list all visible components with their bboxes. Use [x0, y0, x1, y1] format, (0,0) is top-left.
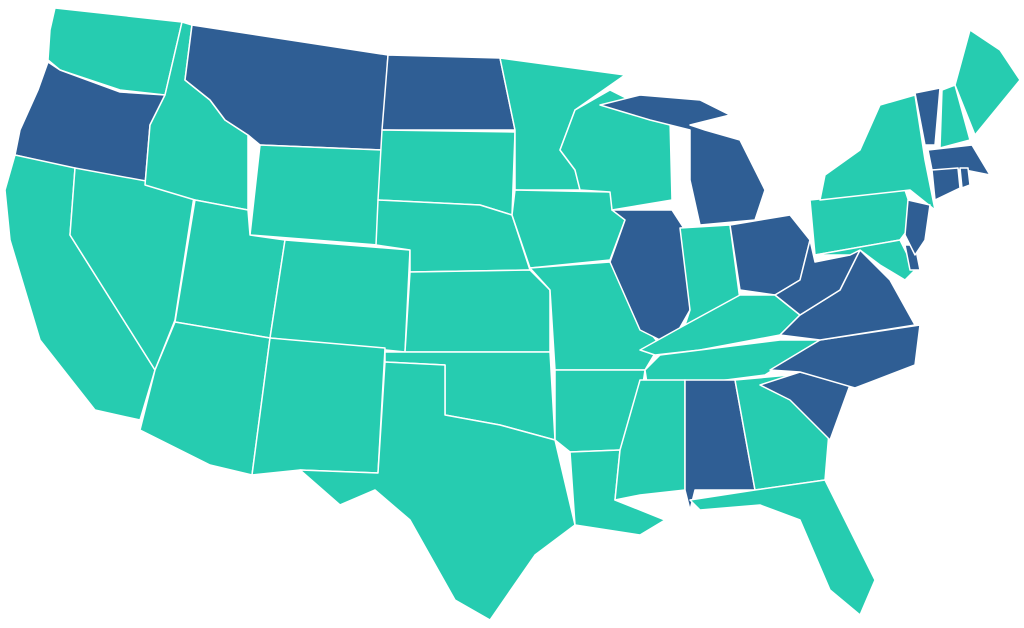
state-co — [269, 239, 411, 353]
state-ri — [959, 167, 971, 189]
state-nd — [381, 54, 516, 131]
state-nm — [251, 337, 386, 476]
state-nh — [939, 84, 971, 149]
state-ia — [511, 189, 626, 269]
state-md — [814, 239, 916, 281]
state-vt — [914, 87, 941, 146]
state-ks — [404, 269, 551, 353]
state-mi — [599, 94, 766, 226]
state-sc — [759, 371, 851, 441]
state-fl — [689, 479, 876, 616]
state-wy — [249, 144, 383, 246]
state-nj — [904, 199, 931, 256]
state-ny — [819, 94, 936, 211]
state-me — [954, 29, 1021, 136]
state-ct — [931, 167, 961, 201]
state-ma — [927, 144, 991, 176]
state-tx — [299, 361, 576, 621]
